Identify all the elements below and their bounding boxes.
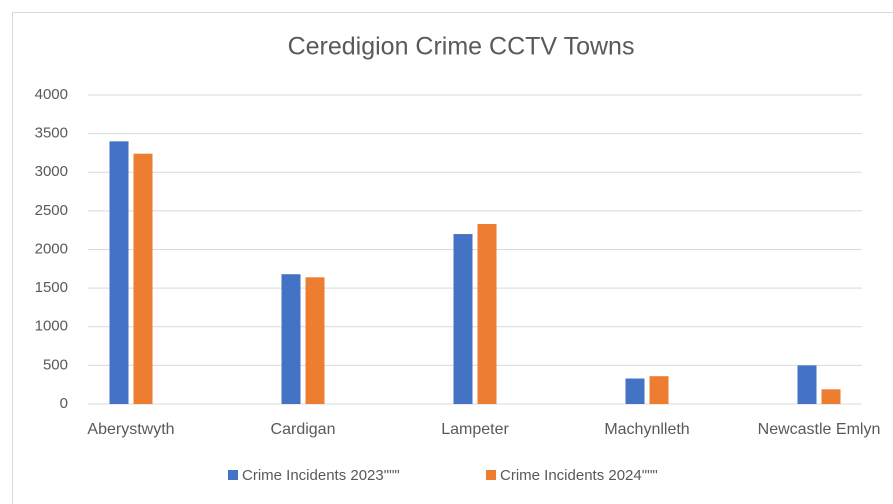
x-tick-label: Machynlleth xyxy=(604,421,689,438)
y-tick-label: 0 xyxy=(60,395,68,412)
y-tick-label: 3000 xyxy=(35,163,68,180)
y-tick-label: 3500 xyxy=(35,125,68,142)
bar xyxy=(649,376,669,404)
bar xyxy=(477,224,497,404)
bar xyxy=(281,274,301,404)
bar xyxy=(821,389,841,404)
bar xyxy=(305,277,325,404)
bar xyxy=(133,153,153,404)
bar xyxy=(109,141,129,404)
y-tick-label: 500 xyxy=(43,356,68,373)
y-tick-label: 2000 xyxy=(35,240,68,257)
x-tick-label: Aberystwyth xyxy=(87,421,174,438)
y-tick-label: 1500 xyxy=(35,279,68,296)
y-tick-label: 2500 xyxy=(35,202,68,219)
bar xyxy=(453,234,473,404)
legend-label: Crime Incidents 2024""" xyxy=(500,467,658,484)
y-tick-label: 4000 xyxy=(35,86,68,103)
legend-swatch xyxy=(228,470,238,480)
bar xyxy=(625,378,645,404)
y-tick-label: 1000 xyxy=(35,318,68,335)
legend-label: Crime Incidents 2023""" xyxy=(242,467,400,484)
x-tick-label: Lampeter xyxy=(441,421,509,438)
x-tick-label: Cardigan xyxy=(271,421,336,438)
legend-swatch xyxy=(486,470,496,480)
bar xyxy=(797,365,817,404)
chart-border xyxy=(12,12,893,504)
chart-title: Ceredigion Crime CCTV Towns xyxy=(288,33,635,61)
x-tick-label: Newcastle Emlyn xyxy=(758,421,881,438)
